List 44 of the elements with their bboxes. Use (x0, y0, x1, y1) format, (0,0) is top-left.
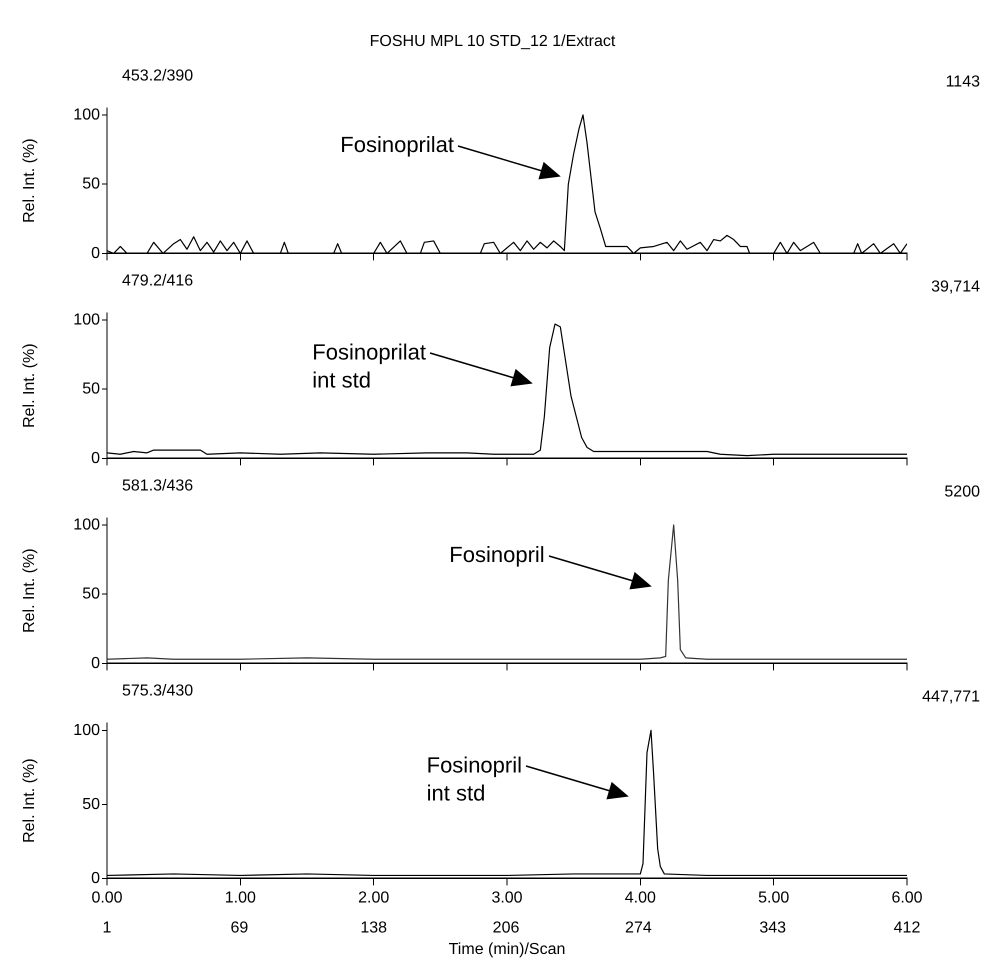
annotation: Fosinoprilat int std (312, 339, 426, 392)
y-tick-label: 0 (91, 244, 100, 262)
text: 39,714 (931, 278, 980, 296)
annotation: Fosinopril int std (426, 752, 522, 806)
annotation: Fosinopril (449, 542, 545, 568)
x-tick-label: 3.00 (491, 889, 523, 906)
chart-title: FOSHU MPL 10 STD_12 1/Extract (368, 32, 616, 52)
x2-tick-label: 274 (625, 920, 652, 937)
x-tick-label: 0.00 (91, 889, 123, 906)
y-tick-label: 100 (73, 311, 100, 328)
x-tick-label: 1.00 (224, 889, 256, 906)
x-tick-label: 6.00 (891, 889, 923, 906)
y-axis-title: Rel. Int. (%) (21, 758, 38, 843)
y-tick-label: 100 (73, 516, 100, 534)
x2-tick-label: 412 (894, 920, 920, 937)
x-axis-title: Time (min)/Scan (448, 940, 566, 958)
text: 1143 (946, 73, 980, 90)
y-tick-label: 100 (73, 106, 100, 124)
text: 581.3/436 (122, 477, 194, 494)
y-tick-label: 0 (91, 654, 100, 672)
text: 575.3/430 (122, 682, 194, 700)
y-tick-label: 50 (82, 586, 100, 603)
y-axis-title: Rel. Int. (%) (21, 548, 38, 633)
y-tick-label: 0 (91, 870, 100, 887)
x-tick-label: 4.00 (624, 889, 656, 906)
y-tick-label: 50 (82, 796, 100, 813)
annotation: Fosinoprilat (340, 132, 454, 158)
y-tick-label: 50 (82, 380, 100, 398)
y-tick-label: 0 (91, 450, 100, 467)
y-tick-label: 50 (82, 176, 100, 193)
x2-tick-label: 138 (360, 920, 388, 937)
x2-tick-label: 1 (102, 920, 112, 937)
y-axis-title: Rel. Int. (%) (21, 343, 38, 428)
text: 447,771 (922, 688, 980, 706)
x-tick-label: 2.00 (358, 889, 390, 906)
x2-tick-label: 343 (759, 920, 786, 937)
x-tick-label: 5.00 (758, 889, 790, 906)
x2-tick-label: 69 (230, 920, 248, 937)
text: 479.2/416 (122, 272, 194, 290)
text: 453.2/390 (122, 67, 194, 84)
y-tick-label: 100 (73, 722, 100, 739)
text: 5200 (944, 483, 980, 500)
x2-tick-label: 206 (492, 920, 520, 937)
y-axis-title: Rel. Int. (%) (21, 138, 38, 223)
